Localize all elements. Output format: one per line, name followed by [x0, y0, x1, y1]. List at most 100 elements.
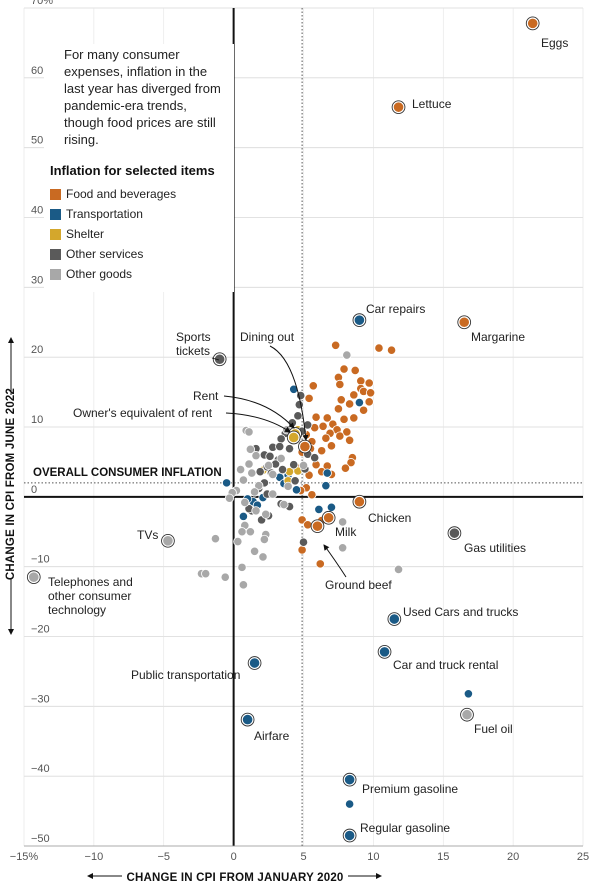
data-point	[236, 464, 246, 475]
x-tick-label: −15%	[10, 851, 39, 863]
data-point	[365, 388, 376, 398]
labeled-point-ring	[457, 315, 472, 330]
data-point	[356, 376, 366, 386]
y-tick-label: 20	[31, 344, 43, 356]
labeled-point-ring	[342, 772, 357, 787]
data-point	[290, 476, 300, 486]
y-tick-label: 70%	[31, 0, 53, 7]
labeled-point-ring	[342, 828, 357, 843]
data-point	[333, 404, 344, 414]
x-tick-label: 20	[507, 851, 519, 863]
data-point	[259, 534, 269, 545]
y-tick-label: 50	[31, 135, 43, 147]
data-point	[386, 345, 397, 355]
labeled-point-fill	[161, 534, 175, 548]
data-point	[284, 444, 295, 454]
labeled-point-fill	[298, 440, 312, 453]
data-point	[321, 481, 331, 491]
data-point	[340, 463, 351, 473]
point-label: Regular gasoline	[360, 821, 450, 835]
y-tick-label: −30	[31, 693, 50, 705]
point-label: Telephones and	[48, 575, 133, 589]
labeled-point-fill	[448, 526, 461, 540]
y-tick-label: −50	[31, 833, 50, 845]
labeled-point-ring	[460, 707, 474, 722]
point-label: technology	[48, 603, 106, 617]
labeled-point-fill	[392, 100, 405, 114]
data-point	[251, 451, 261, 461]
data-point	[335, 379, 345, 390]
data-point	[220, 572, 230, 582]
point-label: Eggs	[541, 36, 568, 50]
data-point	[393, 564, 404, 575]
labeled-point-ring	[391, 100, 406, 115]
data-point	[244, 459, 254, 469]
data-point	[346, 458, 356, 468]
labeled-point-fill	[526, 17, 539, 30]
data-point	[297, 545, 307, 555]
data-point	[201, 569, 211, 579]
legend-swatch	[50, 228, 61, 240]
legend-title: Inflation for selected items	[50, 163, 215, 178]
labeled-point-fill	[287, 431, 300, 444]
labeled-point-fill	[378, 645, 391, 659]
x-axis-title: CHANGE IN CPI FROM JANUARY 2020	[126, 872, 343, 884]
labeled-point-ring	[447, 526, 462, 540]
data-point	[283, 481, 293, 491]
data-point	[233, 536, 243, 547]
point-label: other consumer	[48, 589, 131, 603]
data-point	[251, 506, 261, 516]
data-point	[249, 487, 260, 497]
legend-label: Other services	[66, 247, 144, 261]
x-tick-label: −10	[85, 851, 104, 863]
x-tick-label: −5	[157, 851, 170, 863]
y-tick-label: 60	[31, 65, 43, 77]
data-point	[289, 384, 299, 394]
labeled-point-ring	[161, 533, 175, 548]
data-point	[255, 467, 265, 477]
labeled-point-ring	[377, 645, 392, 659]
legend-item-other-goods: Other goods	[50, 265, 132, 283]
data-point	[463, 689, 474, 699]
data-point	[326, 502, 337, 512]
data-point	[224, 493, 235, 503]
labeled-point-ring	[286, 430, 301, 445]
leader-line	[211, 357, 220, 361]
labeled-point-fill	[388, 612, 401, 626]
labeled-point-fill	[241, 713, 254, 726]
data-point	[261, 509, 271, 519]
y-tick-label: 0	[31, 484, 37, 496]
y-axis-title: CHANGE IN CPI FROM JUNE 2022	[5, 388, 17, 580]
labeled-point-fill	[460, 708, 474, 721]
point-label: Owner's equivalent of rent	[73, 406, 213, 420]
data-point	[354, 397, 364, 408]
labeled-point-fill	[27, 570, 40, 584]
point-label: TVs	[137, 528, 158, 542]
data-point	[222, 478, 232, 488]
x-tick-label: 10	[367, 851, 379, 863]
data-point	[315, 559, 325, 569]
data-point	[338, 517, 348, 527]
data-point	[245, 444, 255, 454]
point-label: Premium gasoline	[362, 782, 458, 796]
data-point	[263, 460, 274, 471]
data-point	[317, 446, 327, 456]
data-point	[304, 393, 314, 403]
labeled-point-ring	[26, 570, 41, 584]
data-point	[275, 441, 285, 452]
data-point	[339, 414, 349, 424]
y-tick-label: −40	[31, 763, 50, 775]
overall-inflation-reference: OVERALL CONSUMER INFLATION	[24, 8, 583, 846]
legend-item-other-services: Other services	[50, 245, 143, 263]
legend-swatch	[50, 208, 61, 220]
data-point	[314, 504, 324, 515]
point-label: Gas utilities	[464, 541, 526, 555]
data-point	[294, 400, 304, 410]
data-point	[345, 435, 355, 445]
point-label: Chicken	[368, 511, 411, 525]
point-label: tickets	[176, 344, 210, 358]
point-label: Airfare	[254, 729, 290, 743]
point-label: Milk	[335, 525, 357, 539]
data-point	[338, 543, 348, 553]
